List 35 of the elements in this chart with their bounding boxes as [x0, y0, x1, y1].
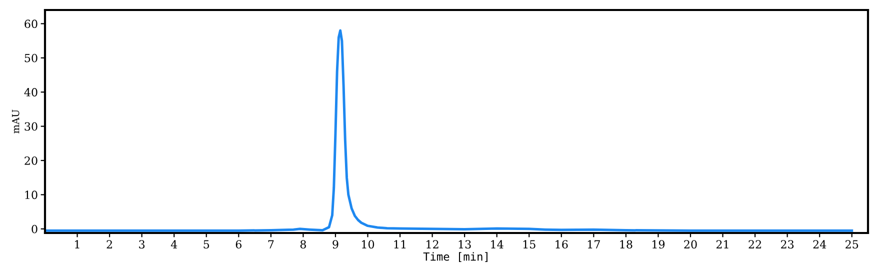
x-tick-label: 16 [556, 240, 568, 249]
x-tick-label: 18 [620, 240, 632, 249]
x-tick-label: 11 [394, 240, 406, 248]
x-tick-label: 7 [268, 240, 274, 248]
x-tick-label: 25 [846, 240, 858, 249]
x-tick-label: 2 [106, 240, 112, 248]
x-tick-label: 8 [300, 240, 306, 249]
x-tick-label: 21 [716, 240, 728, 248]
x-tick-label: 15 [523, 240, 536, 249]
x-tick-label: 19 [652, 240, 665, 249]
x-tick-label: 23 [781, 240, 794, 249]
x-tick-label: 17 [588, 240, 600, 248]
y-tick-label: 20 [24, 156, 38, 165]
y-tick-label: 30 [24, 122, 38, 131]
x-tick-label: 4 [170, 240, 178, 248]
x-tick-label: 6 [236, 240, 242, 249]
y-tick-label: 10 [25, 190, 38, 200]
x-tick-label: 5 [204, 240, 210, 249]
x-tick-label: 13 [458, 240, 471, 249]
x-tick-label: 14 [491, 240, 504, 248]
x-tick-label: 22 [748, 240, 762, 248]
y-tick-label: 60 [24, 20, 38, 28]
x-tick-label: 10 [362, 240, 374, 249]
y-axis-title: mAU [12, 110, 20, 134]
x-tick-label: 24 [813, 240, 826, 248]
x-tick-label: 1 [75, 240, 80, 248]
x-axis-title: Time [min] [423, 252, 488, 262]
y-tick-label: 0 [32, 224, 38, 234]
line-series [45, 29, 854, 232]
y-tick-label: 50 [24, 54, 38, 62]
x-tick-label: 9 [332, 240, 338, 249]
x-tick-label: 20 [684, 240, 697, 249]
y-tick-label: 40 [24, 88, 38, 96]
x-tick-label: 3 [139, 240, 145, 249]
x-tick-label: 12 [426, 240, 438, 248]
